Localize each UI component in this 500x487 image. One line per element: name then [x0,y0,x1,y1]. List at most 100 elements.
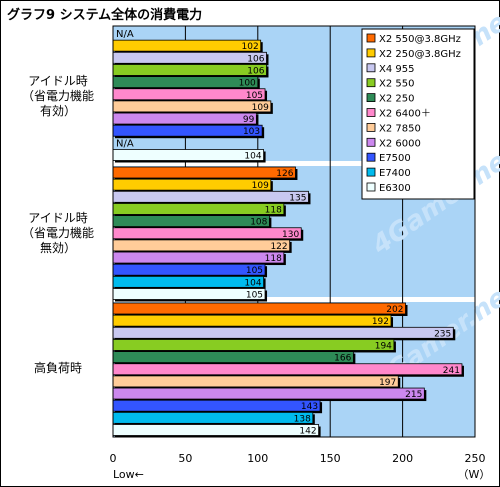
legend-swatch [366,108,376,117]
bar [112,375,399,388]
legend-swatch [366,152,376,162]
bar [112,411,314,424]
bar [112,39,262,52]
bar-value-label: 215 [405,390,422,400]
bar-value-label: 105 [246,266,263,276]
legend-swatch [366,167,376,177]
plot-border [112,25,476,438]
legend-swatch [366,182,376,192]
x-tick-label: 200 [392,452,413,465]
bar-value-label: 143 [301,402,318,412]
na-label: N/A [116,29,134,40]
bar-value-label: 106 [247,54,264,64]
legend-entry: X2 550@3.8GHz [379,34,461,45]
bar [112,314,392,327]
legend-swatch [366,137,376,147]
bar-value-label: 105 [246,91,263,101]
bar [112,339,395,351]
legend-entry: E6300 [379,183,411,194]
bar [112,326,454,339]
bar [112,124,263,137]
bar [112,51,267,64]
x-tick-label: 100 [247,452,268,465]
bar-value-label: 135 [289,193,306,203]
bar [112,166,296,179]
bar-value-label: 197 [379,378,396,388]
bar-value-label: 109 [252,103,269,113]
bar [112,363,463,376]
legend-entry: X2 250 [379,94,414,105]
legend-swatch [366,33,376,43]
bar [112,215,270,228]
bar [112,112,257,125]
bar [112,399,321,412]
bar-value-label: 105 [246,291,263,301]
bar [112,351,354,364]
legend-box [361,28,475,200]
bar [112,76,259,88]
legend-swatch [366,93,376,102]
group-label: （省電力機能 [22,225,94,240]
bar-value-label: 102 [242,42,259,52]
group-label: アイドル時 [28,74,87,88]
legend-entry: X2 7850 [379,123,421,134]
bar-value-label: 103 [243,127,260,137]
x-tick-label: 250 [465,452,486,465]
legend-entry: E7400 [379,168,411,179]
group-label: 高負荷時 [34,360,82,375]
group-separator [113,297,475,302]
bar-value-label: 126 [276,169,293,179]
bar-value-label: 142 [299,427,316,437]
legend-swatch [366,48,376,58]
legend-entry: X2 250@3.8GHz [379,49,461,60]
bar-value-label: 130 [282,230,299,240]
bar-value-label: 202 [386,305,403,315]
bar [112,100,272,113]
bar-value-label: 138 [294,414,311,424]
legend-swatch [366,78,376,88]
bar [112,387,425,400]
group-label: 無効） [40,240,76,255]
bar-value-label: 100 [239,79,256,89]
bar-value-label: 108 [250,218,267,228]
x-tick-label: 0 [110,452,117,465]
bar-value-label: 194 [375,341,392,351]
bar [112,302,406,315]
bar-value-label: 106 [247,66,264,76]
low-label: Low← [113,468,144,481]
bar [112,203,285,215]
bar [112,251,285,264]
group-separator [113,161,475,166]
x-tick-label: 50 [178,452,192,465]
x-unit-label: （W） [458,468,491,481]
bar-value-label: 99 [243,115,255,125]
chart-title: グラフ9 システム全体の消費電力 [7,8,203,23]
x-tick-label: 150 [320,452,341,465]
bar-value-label: 104 [244,152,261,162]
bar [112,239,291,252]
bar [112,64,267,76]
bar [112,88,266,101]
legend-swatch [366,123,376,132]
group-label: （省電力機能 [22,88,94,103]
bar-value-label: 122 [270,242,287,252]
bar-value-label: 192 [372,317,389,327]
legend-entry: X2 6400＋ [379,109,431,120]
bar [112,178,272,191]
bar-value-label: 241 [443,366,460,376]
bar [112,190,309,203]
bar-value-label: 118 [265,254,282,264]
bar-value-label: 235 [434,329,451,339]
bar [112,149,264,161]
legend-entry: E7500 [379,153,411,164]
legend-swatch [366,63,376,73]
bar [112,263,266,276]
bar [112,227,302,240]
bar [112,424,320,436]
legend-entry: X2 550 [379,79,414,90]
bar-value-label: 166 [334,354,351,364]
na-label: N/A [116,138,134,149]
group-label: アイドル時 [28,211,87,225]
bar [112,288,266,300]
